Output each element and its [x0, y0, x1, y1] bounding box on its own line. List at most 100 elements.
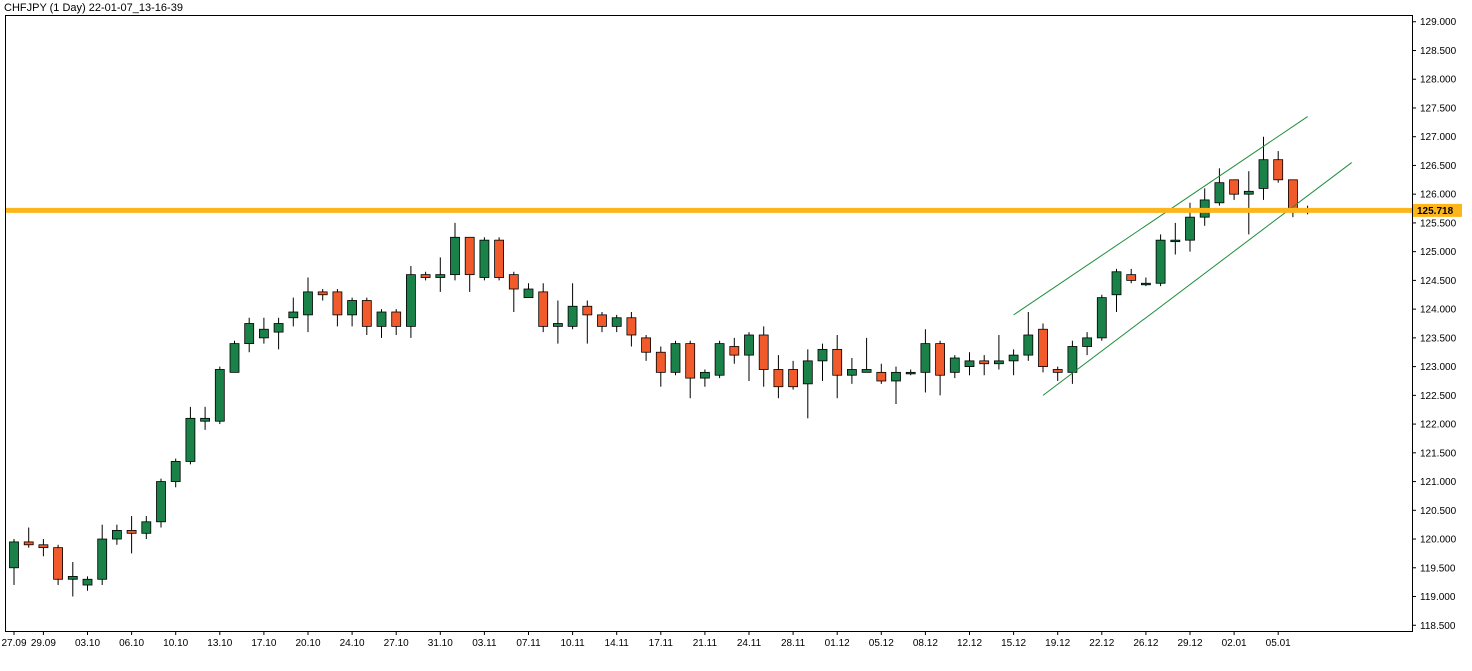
- x-tick-label: 12.12: [957, 638, 982, 649]
- y-tick-label: 120.000: [1420, 535, 1457, 546]
- candle-body: [156, 481, 166, 523]
- candle-body: [170, 461, 181, 482]
- y-tick-label: 128.500: [1420, 46, 1457, 57]
- candle-body: [773, 369, 784, 388]
- candle: [200, 406, 211, 430]
- candle-body: [347, 300, 358, 316]
- y-tick-label: 122.500: [1420, 391, 1457, 402]
- y-tick-label: 119.000: [1420, 592, 1456, 603]
- candle-body: [1111, 271, 1122, 296]
- candle: [685, 340, 696, 399]
- candle: [1229, 179, 1239, 200]
- candle-body: [317, 291, 328, 296]
- candle: [802, 349, 813, 419]
- candle: [1111, 268, 1122, 313]
- x-tick-label: 31.10: [428, 638, 453, 649]
- candle: [273, 317, 284, 350]
- candle-body: [229, 343, 240, 373]
- candle-body: [994, 360, 1004, 365]
- candle: [361, 297, 372, 335]
- horizontal-price-line[interactable]: 125.718: [6, 203, 1462, 217]
- candle: [758, 326, 769, 387]
- candle: [450, 222, 460, 281]
- candle-body: [700, 371, 710, 379]
- candle: [538, 283, 549, 333]
- trend-channel: [1013, 116, 1353, 396]
- x-tick-label: 06.10: [119, 638, 144, 649]
- candle-body: [1008, 354, 1019, 362]
- candle-body: [126, 530, 137, 534]
- y-tick-label: 123.000: [1420, 362, 1457, 373]
- candle-body: [53, 547, 63, 580]
- candle: [920, 329, 931, 393]
- candle-body: [567, 305, 578, 327]
- y-tick-label: 125.500: [1420, 218, 1457, 229]
- candle: [420, 271, 431, 281]
- candle: [949, 355, 960, 379]
- candle: [214, 366, 225, 425]
- candle: [1273, 151, 1284, 183]
- x-tick-label: 10.11: [560, 638, 585, 649]
- y-tick-label: 119.500: [1420, 563, 1456, 574]
- candle-body: [935, 343, 945, 376]
- y-tick-label: 118.500: [1420, 621, 1456, 632]
- candle-body: [1141, 282, 1151, 286]
- candle-body: [685, 343, 696, 379]
- candle-body: [376, 311, 387, 327]
- candle-body: [626, 317, 637, 336]
- candle-body: [494, 239, 505, 278]
- x-tick-label: 26.12: [1133, 638, 1158, 649]
- candle: [141, 516, 152, 540]
- candle: [494, 237, 505, 281]
- candle-body: [729, 346, 740, 356]
- y-tick-label: 124.000: [1420, 305, 1457, 316]
- candle-body: [538, 291, 549, 327]
- candle: [53, 544, 63, 586]
- candle: [1082, 332, 1092, 356]
- candle: [773, 355, 784, 399]
- candle-body: [655, 351, 666, 373]
- candle-body: [1170, 239, 1181, 243]
- y-tick-label: 120.500: [1420, 506, 1457, 517]
- candle: [126, 516, 137, 554]
- candle-body: [1258, 159, 1269, 189]
- candle-body: [200, 417, 211, 422]
- candle: [112, 524, 122, 545]
- x-tick-label: 03.10: [75, 638, 100, 649]
- x-tick-label: 02.01: [1222, 638, 1247, 649]
- candle-body: [582, 305, 593, 316]
- candle-body: [523, 288, 534, 299]
- candle: [97, 524, 108, 586]
- candle: [611, 314, 622, 333]
- candle-body: [597, 314, 607, 327]
- candle: [9, 539, 19, 586]
- candle-body: [802, 360, 813, 385]
- candle-body: [479, 239, 490, 278]
- candle-body: [1155, 239, 1166, 284]
- candle-body: [391, 311, 402, 327]
- candle: [891, 366, 901, 404]
- x-axis: 27.09 29.09 03.10 06.10 10.10 13.10 17.10 20.10…: [1, 631, 1291, 649]
- candle: [376, 309, 387, 338]
- candle: [1170, 222, 1181, 255]
- candle-body: [847, 369, 857, 376]
- candle: [332, 289, 343, 327]
- y-tick-label: 126.000: [1420, 190, 1457, 201]
- candle: [964, 352, 975, 376]
- candle: [788, 360, 798, 390]
- candle-body: [714, 343, 725, 376]
- candle-body: [1067, 346, 1078, 373]
- candle: [905, 369, 916, 376]
- candle-body: [141, 521, 152, 534]
- candle-body: [1229, 179, 1239, 195]
- candle: [700, 369, 710, 387]
- candle-body: [920, 343, 931, 373]
- candle-body: [1243, 190, 1254, 195]
- y-tick-label: 127.500: [1420, 103, 1457, 114]
- candle: [258, 317, 269, 344]
- x-tick-label: 29.09: [31, 638, 56, 649]
- x-tick-label: 29.12: [1177, 638, 1202, 649]
- candle-body: [332, 291, 343, 316]
- x-tick-label: 01.12: [825, 638, 850, 649]
